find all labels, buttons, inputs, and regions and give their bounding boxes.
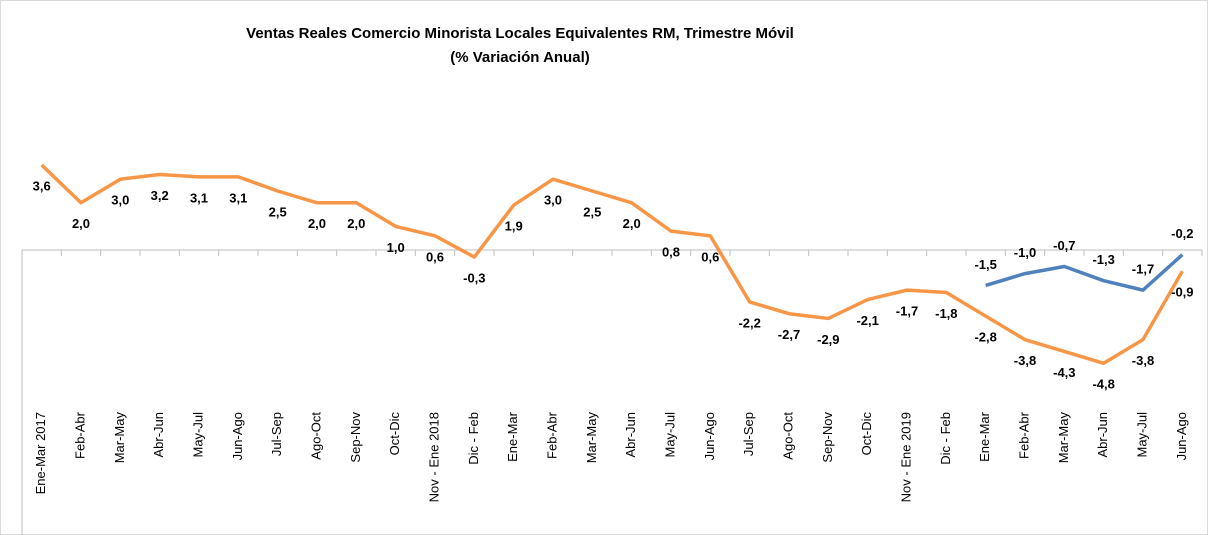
data-label: 3,2: [151, 188, 169, 203]
x-tick-label: Sep-Nov: [820, 412, 835, 463]
x-tick-label: Jul-Sep: [741, 412, 756, 456]
data-label: 1,0: [387, 240, 405, 255]
data-label: -1,7: [1132, 262, 1154, 277]
data-label: 0,8: [662, 245, 680, 260]
data-label: 2,0: [308, 216, 326, 231]
data-label: -2,1: [856, 313, 878, 328]
x-tick-label: Abr-Jun: [1095, 412, 1110, 458]
data-label: 2,0: [72, 216, 90, 231]
data-label: 3,0: [111, 193, 129, 208]
data-label: -0,3: [463, 271, 485, 286]
x-tick-label: Ene-Mar 2017: [33, 412, 48, 494]
x-tick-label: Ago-Oct: [780, 412, 795, 460]
x-tick-label: Mar-May: [584, 412, 599, 464]
x-tick-label: Nov - Ene 2018: [426, 412, 441, 502]
data-label: -2,7: [778, 327, 800, 342]
x-tick-label: Feb-Abr: [1016, 411, 1031, 459]
series-line: [40, 163, 1184, 366]
data-label: -3,8: [1014, 353, 1036, 368]
data-label: 3,0: [544, 193, 562, 208]
x-tick-label: Mar-May: [112, 412, 127, 464]
x-tick-label: Mar-May: [1056, 412, 1071, 464]
x-tick-label: Ago-Oct: [308, 412, 323, 460]
x-tick-label: Sep-Nov: [348, 412, 363, 463]
x-tick-label: Ene-Mar: [977, 411, 992, 462]
data-label: 3,1: [190, 190, 208, 205]
series-line: [985, 253, 1184, 292]
data-label: 2,0: [347, 216, 365, 231]
data-label: 0,6: [701, 249, 719, 264]
data-label: 2,5: [583, 204, 601, 219]
x-tick-label: May-Jul: [662, 412, 677, 458]
x-tick-label: Jun-Ago: [702, 412, 717, 460]
x-tick-label: Feb-Abr: [72, 411, 87, 459]
data-label: -1,3: [1092, 252, 1114, 267]
data-label: -4,3: [1053, 365, 1075, 380]
x-tick-label: Oct-Dic: [859, 412, 874, 456]
x-tick-label: Dic - Feb: [938, 412, 953, 465]
data-label: -0,9: [1171, 285, 1193, 300]
x-tick-label: May-Jul: [190, 412, 205, 458]
x-tick-label: Nov - Ene 2019: [898, 412, 913, 502]
x-tick-label: Jun-Ago: [230, 412, 245, 460]
x-tick-label: May-Jul: [1134, 412, 1149, 458]
chart-subtitle: (% Variación Anual): [450, 49, 589, 66]
data-label: 3,1: [229, 190, 247, 205]
data-label: 1,9: [505, 219, 523, 234]
data-label: -1,8: [935, 306, 957, 321]
data-label: -3,8: [1132, 353, 1154, 368]
x-tick-label: Abr-Jun: [151, 412, 166, 458]
x-tick-label: Oct-Dic: [387, 412, 402, 456]
data-label: -1,5: [974, 257, 996, 272]
x-tick-label: Dic - Feb: [466, 412, 481, 465]
data-label: -0,2: [1171, 226, 1193, 241]
data-label: -0,7: [1053, 238, 1075, 253]
x-tick-label: Abr-Jun: [623, 412, 638, 458]
x-tick-label: Jun-Ago: [1174, 412, 1189, 460]
data-label: -2,9: [817, 332, 839, 347]
x-tick-label: Ene-Mar: [505, 411, 520, 462]
data-label: 3,6: [33, 178, 51, 193]
x-tick-label: Jul-Sep: [269, 412, 284, 456]
data-label: 2,5: [269, 204, 287, 219]
chart-title: Ventas Reales Comercio Minorista Locales…: [246, 25, 794, 42]
data-label: -4,8: [1092, 377, 1114, 392]
data-label: -2,2: [738, 315, 760, 330]
data-label: 0,6: [426, 249, 444, 264]
x-tick-label: Feb-Abr: [544, 411, 559, 459]
data-label: -2,8: [974, 330, 996, 345]
data-label: -1,0: [1014, 245, 1036, 260]
data-label: -1,7: [896, 304, 918, 319]
data-label: 2,0: [623, 216, 641, 231]
